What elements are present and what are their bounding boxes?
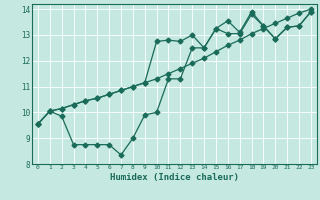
- X-axis label: Humidex (Indice chaleur): Humidex (Indice chaleur): [110, 173, 239, 182]
